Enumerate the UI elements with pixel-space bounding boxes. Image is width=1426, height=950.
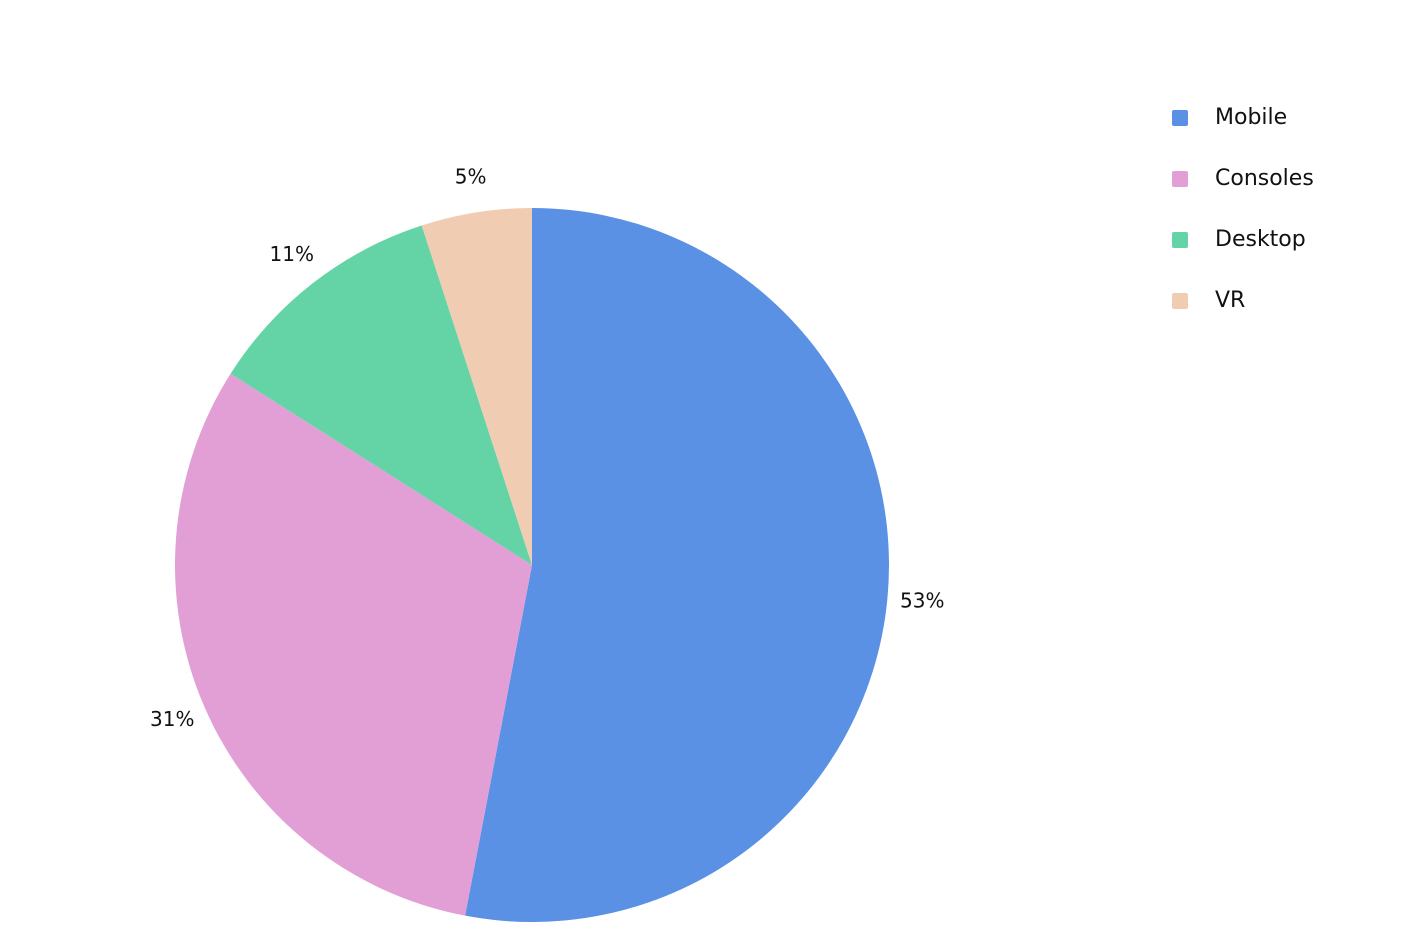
pie-slice	[174, 373, 533, 916]
legend-swatch	[1172, 293, 1188, 309]
data-label: 5%	[455, 164, 487, 188]
data-label: 11%	[270, 242, 314, 266]
legend-label: Desktop	[1215, 227, 1306, 252]
legend-label: Consoles	[1215, 166, 1314, 191]
pie-slice	[421, 208, 532, 565]
data-label: 31%	[150, 707, 194, 731]
legend-swatch	[1172, 232, 1188, 248]
legend-label: Mobile	[1215, 105, 1287, 130]
legend-swatch	[1172, 171, 1188, 187]
legend-label: VR	[1215, 288, 1245, 313]
pie-slice	[465, 208, 889, 922]
pie-slice	[230, 225, 532, 565]
legend-swatch	[1172, 110, 1188, 126]
data-label: 53%	[900, 588, 944, 612]
